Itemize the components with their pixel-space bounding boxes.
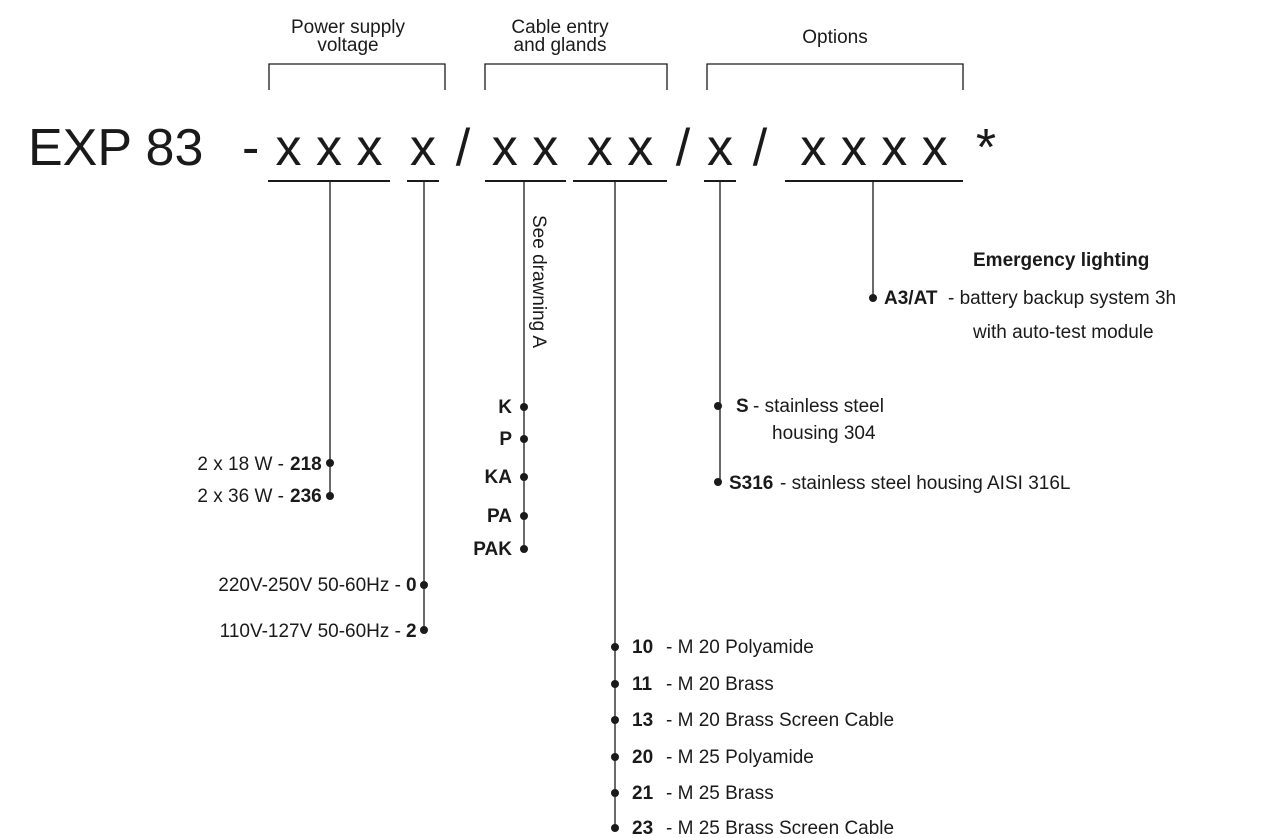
option-code: 20 <box>632 747 653 768</box>
dot <box>611 824 619 832</box>
option-title: Emergency lighting <box>973 250 1149 271</box>
bracket <box>484 63 668 90</box>
dot <box>611 789 619 797</box>
dot <box>520 512 528 520</box>
group-label: Power supply <box>291 17 406 38</box>
code-part: x x <box>492 119 558 177</box>
option-label: - stainless steel <box>753 396 884 417</box>
option-label: 220V-250V 50-60Hz - <box>218 575 401 596</box>
code-part: - <box>242 119 259 177</box>
option-code: K <box>498 397 512 418</box>
bracket <box>706 63 964 90</box>
dot <box>611 716 619 724</box>
option-label: 2 x 18 W - <box>197 454 284 475</box>
option-code: 23 <box>632 818 653 838</box>
code-part: x x x x <box>800 119 947 177</box>
code-prefix: EXP 83 <box>28 119 203 177</box>
option-code: S316 <box>729 473 773 494</box>
option-label: - M 20 Polyamide <box>666 637 814 658</box>
option-code: 21 <box>632 783 654 804</box>
code-part: / <box>676 119 691 177</box>
dot <box>520 403 528 411</box>
dot <box>520 435 528 443</box>
option-code: A3/AT <box>884 288 938 309</box>
group-label: voltage <box>317 35 378 56</box>
option-label: 2 x 36 W - <box>197 486 284 507</box>
code-part: x x <box>587 119 653 177</box>
dot <box>611 643 619 651</box>
dot <box>326 492 334 500</box>
option-code: KA <box>485 467 513 488</box>
option-label: - M 20 Brass Screen Cable <box>666 710 894 731</box>
option-code: PAK <box>473 539 512 560</box>
option-code: S <box>736 396 749 417</box>
option-code: 236 <box>290 486 322 507</box>
dot <box>520 473 528 481</box>
dot <box>611 753 619 761</box>
option-label: - M 20 Brass <box>666 674 774 695</box>
option-label: housing 304 <box>772 423 876 444</box>
option-code: 13 <box>632 710 653 731</box>
dot <box>420 626 428 634</box>
code-part: x x x <box>276 119 383 177</box>
option-label: - battery backup system 3h <box>948 288 1176 309</box>
dot <box>326 459 334 467</box>
option-label: - stainless steel housing AISI 316L <box>780 473 1070 494</box>
note: See drawning A <box>528 215 549 348</box>
dot <box>520 545 528 553</box>
option-code: 10 <box>632 637 653 658</box>
dot <box>714 478 722 486</box>
option-label: - M 25 Brass <box>666 783 774 804</box>
option-code: 11 <box>632 674 653 695</box>
code-part: x <box>410 119 436 177</box>
code-part: / <box>753 119 768 177</box>
option-label: with auto-test module <box>972 322 1154 343</box>
group-label: Cable entry <box>511 17 609 38</box>
code-part: x <box>707 119 733 177</box>
option-code: P <box>499 429 512 450</box>
option-code: 0 <box>406 575 417 596</box>
bracket <box>268 63 446 90</box>
dot <box>869 294 877 302</box>
option-label: 110V-127V 50-60Hz - <box>220 621 401 642</box>
code-part: * <box>976 119 996 177</box>
group-label: Options <box>802 27 867 48</box>
option-label: - M 25 Polyamide <box>666 747 814 768</box>
group-label: and glands <box>514 35 607 56</box>
option-code: PA <box>487 506 512 527</box>
dot <box>611 680 619 688</box>
option-label: - M 25 Brass Screen Cable <box>666 818 894 838</box>
option-code: 2 <box>406 621 417 642</box>
dot <box>420 581 428 589</box>
option-code: 218 <box>290 454 322 475</box>
dot <box>714 402 722 410</box>
code-part: / <box>456 119 471 177</box>
